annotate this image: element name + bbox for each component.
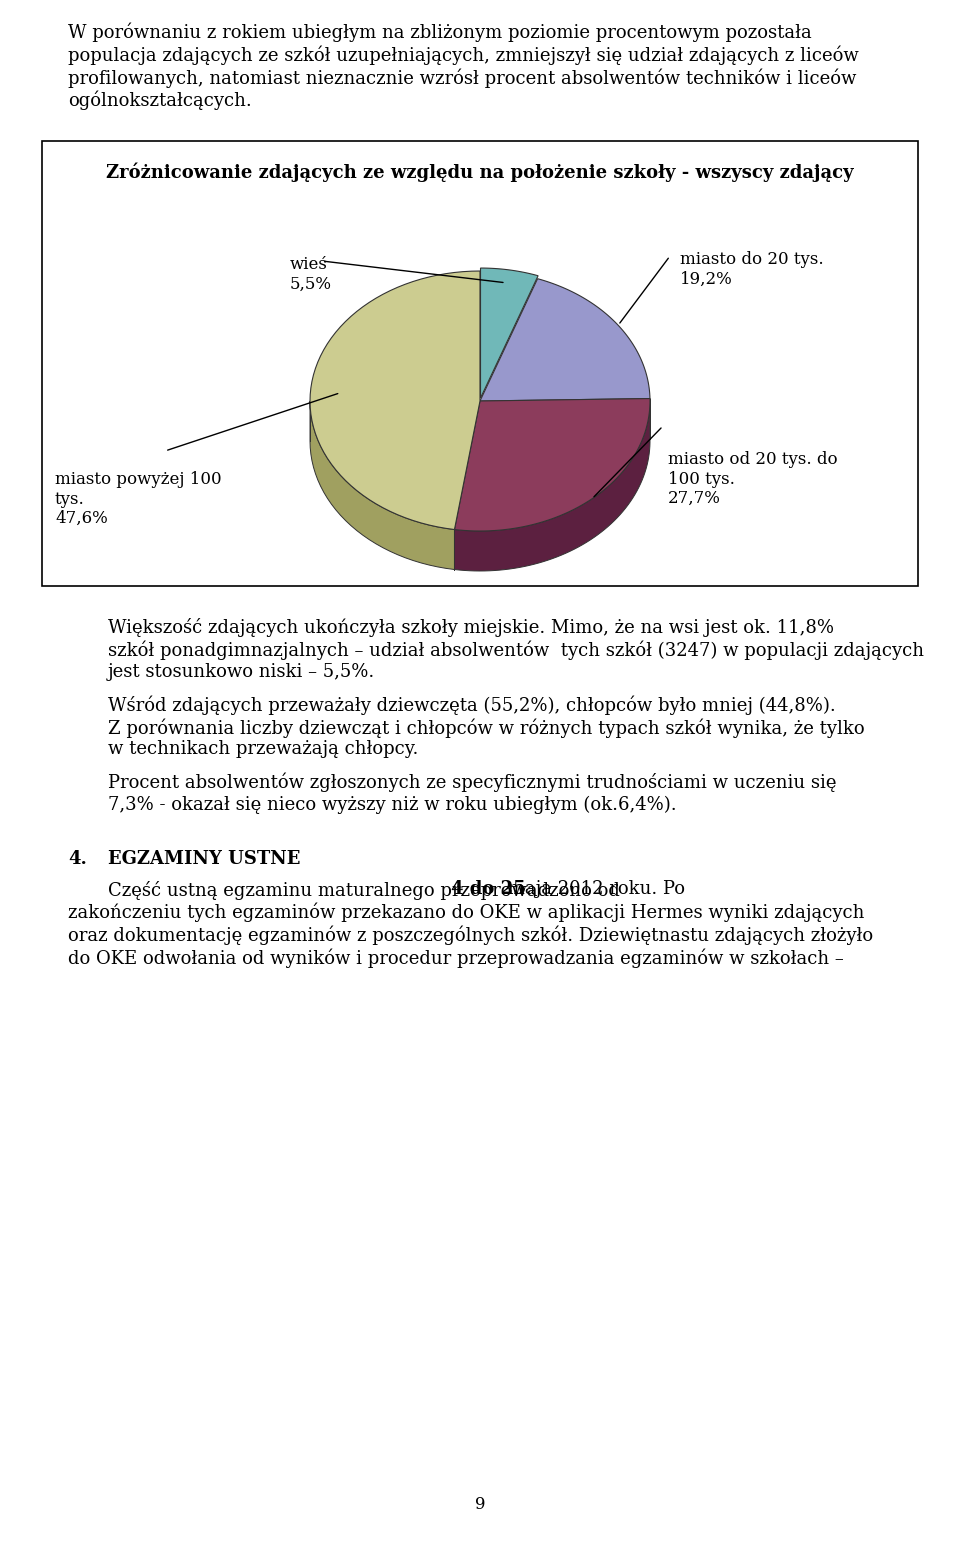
Text: maja 2012 roku. Po: maja 2012 roku. Po: [502, 881, 684, 899]
Polygon shape: [310, 401, 454, 570]
Text: 4.: 4.: [68, 849, 86, 868]
Text: Część ustną egzaminu maturalnego przeprowadzono od: Część ustną egzaminu maturalnego przepro…: [108, 881, 626, 899]
Text: W porównaniu z rokiem ubiegłym na zbliżonym poziomie procentowym pozostała: W porównaniu z rokiem ubiegłym na zbliżo…: [68, 23, 812, 42]
Polygon shape: [481, 269, 539, 398]
Text: Procent absolwentów zgłoszonych ze specyficznymi trudnościami w uczeniu się: Procent absolwentów zgłoszonych ze specy…: [108, 773, 836, 792]
Text: 7,3% - okazał się nieco wyższy niż w roku ubiegłym (ok.6,4%).: 7,3% - okazał się nieco wyższy niż w rok…: [108, 795, 677, 814]
Text: populacja zdających ze szkół uzupełniających, zmniejszył się udział zdających z : populacja zdających ze szkół uzupełniają…: [68, 45, 859, 65]
Bar: [42, 141, 918, 585]
Text: 9: 9: [475, 1496, 485, 1513]
Text: w technikach przeważają chłopcy.: w technikach przeważają chłopcy.: [108, 741, 419, 758]
Text: wieś
5,5%: wieś 5,5%: [290, 256, 332, 292]
Text: ogólnokształcących.: ogólnokształcących.: [68, 90, 252, 110]
Text: szkół ponadgimnazjalnych – udział absolwentów  tych szkół (3247) w populacji zda: szkół ponadgimnazjalnych – udział absolw…: [108, 640, 924, 660]
Polygon shape: [310, 272, 480, 530]
Polygon shape: [454, 399, 650, 531]
Text: profilowanych, natomiast nieznacznie wzrósł procent absolwentów techników i lice: profilowanych, natomiast nieznacznie wzr…: [68, 68, 856, 87]
Polygon shape: [454, 399, 650, 572]
Text: miasto do 20 tys.
19,2%: miasto do 20 tys. 19,2%: [680, 252, 824, 287]
Text: Z porównania liczby dziewcząt i chłopców w różnych typach szkół wynika, że tylko: Z porównania liczby dziewcząt i chłopców…: [108, 717, 865, 738]
Text: Wśród zdających przeważały dziewczęta (55,2%), chłopców było mniej (44,8%).: Wśród zdających przeważały dziewczęta (5…: [108, 696, 836, 714]
Text: zakończeniu tych egzaminów przekazano do OKE w aplikacji Hermes wyniki zdających: zakończeniu tych egzaminów przekazano do…: [68, 902, 864, 922]
Text: oraz dokumentację egzaminów z poszczególnych szkół. Dziewiętnastu zdających złoż: oraz dokumentację egzaminów z poszczegól…: [68, 926, 874, 944]
Text: miasto powyżej 100
tys.
47,6%: miasto powyżej 100 tys. 47,6%: [55, 471, 222, 526]
Text: EGZAMINY USTNE: EGZAMINY USTNE: [108, 849, 300, 868]
Text: do OKE odwołania od wyników i procedur przeprowadzania egzaminów w szkołach –: do OKE odwołania od wyników i procedur p…: [68, 947, 844, 968]
Polygon shape: [480, 278, 650, 401]
Text: miasto od 20 tys. do
100 tys.
27,7%: miasto od 20 tys. do 100 tys. 27,7%: [668, 450, 838, 508]
Text: Zróżnicowanie zdających ze względu na położenie szkoły - wszyscy zdający: Zróżnicowanie zdających ze względu na po…: [107, 163, 853, 183]
Text: jest stosunkowo niski – 5,5%.: jest stosunkowo niski – 5,5%.: [108, 663, 375, 682]
Text: 4 do 25: 4 do 25: [451, 881, 525, 899]
Text: Większość zdających ukończyła szkoły miejskie. Mimo, że na wsi jest ok. 11,8%: Większość zdających ukończyła szkoły mie…: [108, 618, 834, 637]
